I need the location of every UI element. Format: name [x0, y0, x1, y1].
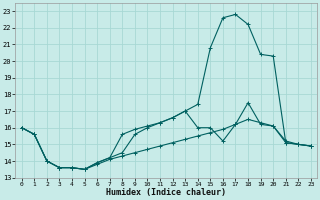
- X-axis label: Humidex (Indice chaleur): Humidex (Indice chaleur): [106, 188, 226, 197]
